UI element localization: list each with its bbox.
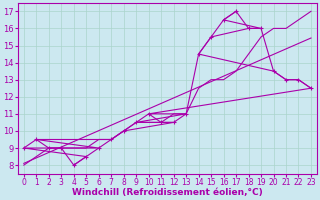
X-axis label: Windchill (Refroidissement éolien,°C): Windchill (Refroidissement éolien,°C)	[72, 188, 263, 197]
